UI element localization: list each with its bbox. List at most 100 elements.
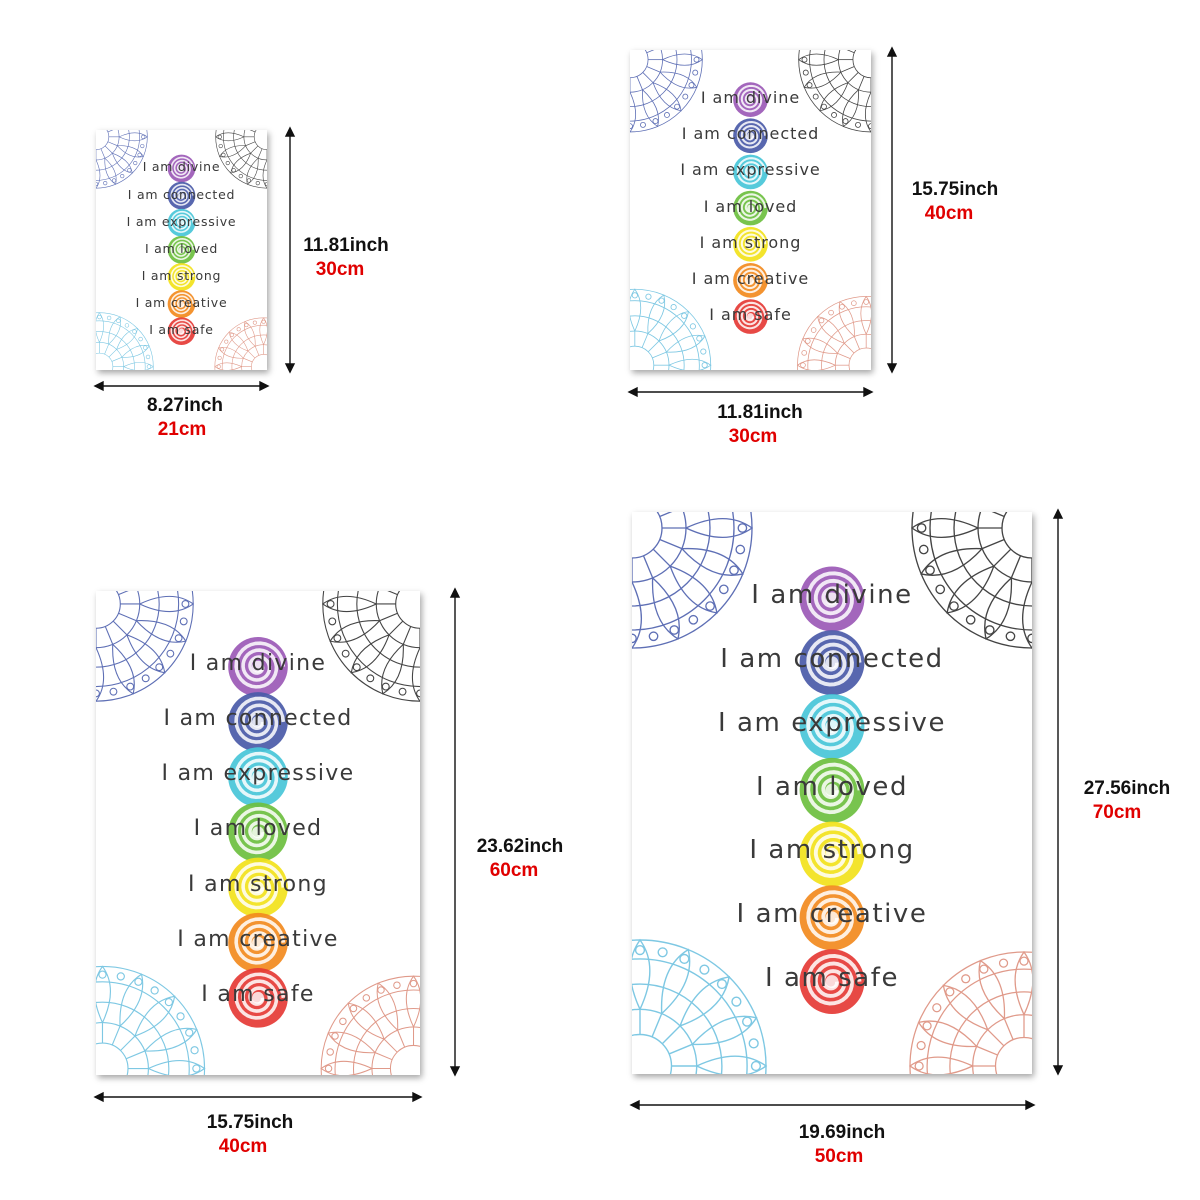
- width-cm-text: 21cm: [157, 418, 207, 440]
- affirmation-text: I am strong: [141, 267, 222, 283]
- affirmation-text: I am creative: [691, 268, 810, 288]
- chakra-circle: [733, 226, 768, 262]
- affirmation-text: I am strong: [749, 835, 915, 866]
- affirmation-text: I am divine: [189, 650, 327, 676]
- height-cm-text: 30cm: [315, 258, 365, 280]
- chakra-circle: [167, 154, 196, 183]
- mandala-bottom-left: [632, 938, 768, 1074]
- affirmation-text: I am divine: [751, 580, 913, 611]
- chakra-circle: [799, 885, 865, 951]
- affirmation-text: I am divine: [142, 159, 221, 175]
- affirmation-text: I am loved: [703, 196, 798, 216]
- poster-40x60-height-label: 23.62inch 60cm: [470, 835, 570, 883]
- chakra-circle: [733, 190, 768, 226]
- affirmation-text: I am loved: [193, 816, 323, 842]
- affirmation-text: I am creative: [135, 295, 228, 311]
- width-inch-text: 15.75inch: [206, 1112, 294, 1133]
- width-inch-text: 8.27inch: [146, 395, 224, 416]
- chakra-circle: [799, 694, 865, 759]
- poster-a4: I am divine I am connected I am expressive…: [96, 130, 267, 370]
- affirmation-text: I am connected: [681, 124, 820, 144]
- chakra-circle: [167, 263, 196, 291]
- poster-50x70-height-label: 27.56inch 70cm: [1074, 777, 1180, 825]
- chakra-circle: [799, 949, 865, 1015]
- height-inch-text: 11.81inch: [303, 235, 389, 256]
- width-cm-text: 40cm: [218, 1135, 268, 1157]
- poster-30x40-width-label: 11.81inch 30cm: [700, 401, 820, 449]
- mandala-bottom-right: [796, 295, 871, 370]
- height-cm-text: 60cm: [489, 859, 539, 881]
- height-inch-text: 15.75inch: [911, 179, 999, 200]
- poster-artwork: [632, 512, 1032, 1074]
- width-cm-text: 50cm: [814, 1145, 864, 1167]
- chakra-circle: [733, 82, 768, 117]
- chakra-circle: [167, 290, 196, 318]
- height-inch-text: 23.62inch: [476, 836, 564, 857]
- mandala-top-left: [630, 50, 703, 133]
- affirmation-text: I am safe: [149, 322, 214, 338]
- mandala-top-left: [96, 130, 148, 189]
- mandala-bottom-left: [96, 965, 206, 1075]
- chakra-circle: [799, 821, 865, 887]
- poster-30x40-height-label: 15.75inch 40cm: [900, 178, 1010, 226]
- chakra-circle: [799, 630, 865, 696]
- poster-40x60-width-label: 15.75inch 40cm: [190, 1111, 310, 1159]
- mandala-top-right: [910, 512, 1032, 650]
- affirmation-text: I am safe: [709, 305, 792, 325]
- affirmation-text: I am expressive: [680, 160, 821, 180]
- affirmation-text: I am strong: [699, 232, 802, 252]
- affirmation-text: I am loved: [144, 240, 219, 256]
- height-cm-text: 40cm: [924, 202, 974, 224]
- mandala-top-right: [321, 591, 420, 703]
- chakra-circle: [228, 802, 288, 863]
- affirmation-text: I am expressive: [717, 707, 947, 738]
- poster-artwork: [96, 130, 267, 370]
- chakra-circle: [799, 757, 865, 823]
- chakra-circle: [799, 566, 865, 632]
- chakra-circle: [228, 912, 288, 973]
- chakra-circle: [167, 208, 196, 237]
- affirmation-text: I am loved: [755, 771, 909, 802]
- mandala-bottom-right: [214, 317, 267, 370]
- affirmation-text: I am creative: [177, 926, 339, 952]
- mandala-bottom-left: [630, 288, 712, 370]
- chakra-circle: [733, 299, 768, 334]
- chakra-circle: [167, 235, 196, 264]
- chakra-circle: [167, 317, 196, 346]
- affirmation-text: I am connected: [127, 186, 236, 202]
- affirmation-text: I am expressive: [126, 213, 237, 229]
- poster-artwork: [96, 591, 420, 1075]
- height-cm-text: 70cm: [1092, 801, 1142, 823]
- poster-a4-height-label: 11.81inch 30cm: [296, 234, 396, 282]
- chakra-circle: [228, 692, 288, 752]
- affirmation-text: I am safe: [764, 962, 900, 993]
- affirmation-text: I am strong: [188, 871, 328, 897]
- mandala-bottom-right: [908, 950, 1032, 1074]
- chakra-circle: [733, 263, 768, 298]
- chakra-circle: [228, 857, 288, 918]
- affirmation-text: I am connected: [163, 706, 353, 732]
- width-inch-text: 11.81inch: [717, 402, 803, 423]
- mandala-top-left: [96, 591, 195, 703]
- affirmation-text: I am connected: [720, 643, 944, 674]
- mandala-bottom-right: [320, 975, 420, 1075]
- mandala-top-left: [632, 512, 754, 650]
- chakra-circle: [228, 747, 288, 807]
- poster-40x60: I am divine I am connected I am expressive…: [96, 591, 420, 1075]
- chakra-circle: [167, 181, 196, 210]
- poster-a4-width-label: 8.27inch 21cm: [130, 394, 240, 442]
- affirmation-text: I am divine: [700, 88, 801, 108]
- affirmation-text: I am expressive: [161, 761, 355, 787]
- chakra-circle: [733, 154, 768, 190]
- affirmation-text: I am safe: [201, 981, 315, 1007]
- width-cm-text: 30cm: [728, 425, 778, 447]
- chakra-circle: [228, 636, 288, 697]
- height-inch-text: 27.56inch: [1083, 778, 1171, 799]
- poster-30x40: I am divine I am connected I am expressive…: [630, 50, 871, 370]
- width-inch-text: 19.69inch: [798, 1122, 886, 1143]
- poster-50x70-width-label: 19.69inch 50cm: [782, 1121, 902, 1169]
- mandala-bottom-left: [96, 312, 154, 370]
- mandala-top-right: [798, 50, 871, 133]
- chakra-circle: [733, 118, 768, 154]
- affirmation-text: I am creative: [736, 899, 928, 930]
